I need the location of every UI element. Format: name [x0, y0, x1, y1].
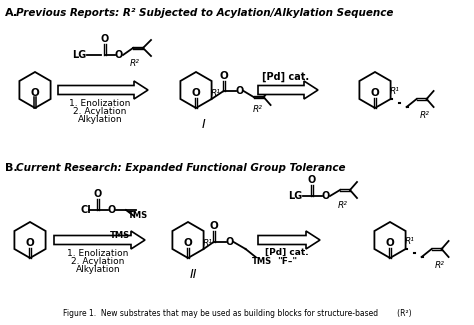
Polygon shape	[258, 81, 318, 99]
Text: LG: LG	[72, 50, 86, 60]
Text: O: O	[101, 34, 109, 44]
Text: R²: R²	[130, 59, 140, 69]
Text: 1. Enolization: 1. Enolization	[69, 98, 131, 108]
Text: O: O	[183, 238, 192, 248]
Text: R²: R²	[435, 262, 445, 270]
Text: O: O	[219, 71, 228, 81]
Text: O: O	[191, 88, 201, 98]
Text: O: O	[115, 50, 123, 60]
Text: Current Research: Expanded Functional Group Tolerance: Current Research: Expanded Functional Gr…	[16, 163, 346, 173]
Text: R¹: R¹	[390, 87, 400, 97]
Text: O: O	[31, 88, 39, 98]
Polygon shape	[258, 231, 320, 249]
Text: Previous Reports: R² Subjected to Acylation/Alkylation Sequence: Previous Reports: R² Subjected to Acylat…	[16, 8, 393, 18]
Text: R¹: R¹	[210, 88, 220, 98]
Text: I: I	[202, 118, 206, 131]
Text: Alkylation: Alkylation	[76, 266, 120, 275]
Text: 1. Enolization: 1. Enolization	[67, 249, 128, 257]
Text: O: O	[226, 237, 234, 247]
Text: O: O	[94, 189, 102, 199]
Text: R²: R²	[253, 105, 263, 113]
Text: O: O	[386, 238, 394, 248]
Text: A.: A.	[5, 8, 18, 18]
Text: Figure 1.  New substrates that may be used as building blocks for structure-base: Figure 1. New substrates that may be use…	[63, 309, 411, 318]
Text: LG: LG	[288, 191, 302, 201]
Text: [Pd] cat.: [Pd] cat.	[263, 72, 310, 82]
Text: R²: R²	[419, 111, 429, 121]
Text: O: O	[108, 205, 116, 215]
Text: R¹: R¹	[203, 239, 212, 248]
Text: R²: R²	[338, 202, 348, 211]
Text: O: O	[26, 238, 35, 248]
Polygon shape	[54, 231, 145, 249]
Text: O: O	[236, 86, 244, 96]
Text: "F–": "F–"	[277, 256, 297, 266]
Text: [Pd] cat.: [Pd] cat.	[265, 248, 309, 256]
Text: II: II	[189, 267, 197, 280]
Text: 2. Acylation: 2. Acylation	[71, 257, 125, 266]
Text: O: O	[209, 221, 218, 231]
Text: B.: B.	[5, 163, 18, 173]
Text: Cl: Cl	[81, 205, 91, 215]
Text: O: O	[308, 175, 316, 185]
Text: O: O	[371, 88, 379, 98]
Text: 2. Acylation: 2. Acylation	[73, 108, 127, 116]
Text: O: O	[322, 191, 330, 201]
Text: TMS: TMS	[252, 257, 272, 266]
Text: TMS: TMS	[110, 231, 130, 240]
Text: R¹: R¹	[405, 238, 415, 246]
Polygon shape	[58, 81, 148, 99]
Text: TMS: TMS	[128, 212, 148, 220]
Text: Alkylation: Alkylation	[78, 115, 122, 124]
